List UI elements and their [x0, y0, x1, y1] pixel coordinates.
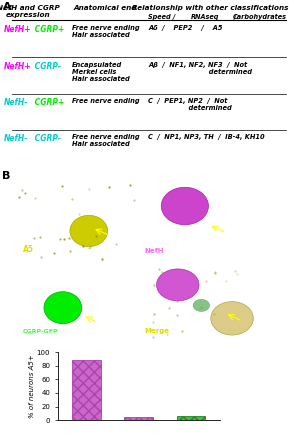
Y-axis label: % of neurons A5+: % of neurons A5+ — [29, 354, 35, 418]
Text: CGRP-GFP: CGRP-GFP — [23, 329, 58, 334]
Ellipse shape — [193, 299, 210, 312]
Text: CGRP-: CGRP- — [32, 134, 60, 143]
Text: Encapsulated
Merkel cells
Hair associated: Encapsulated Merkel cells Hair associate… — [72, 62, 130, 82]
Text: NefH+: NefH+ — [4, 25, 32, 34]
Text: CGRP-: CGRP- — [32, 62, 60, 71]
Text: C  /  NP1, NP3, TH  /  IB-4, KH10: C / NP1, NP3, TH / IB-4, KH10 — [148, 134, 265, 140]
Text: Carbohydrates: Carbohydrates — [233, 14, 287, 20]
Text: RNAseq: RNAseq — [191, 14, 219, 20]
Text: NefH-: NefH- — [4, 98, 28, 107]
Ellipse shape — [211, 301, 253, 335]
Bar — [177, 416, 205, 420]
Bar — [72, 360, 101, 420]
Ellipse shape — [44, 292, 82, 324]
Text: NefH+: NefH+ — [4, 62, 32, 71]
Text: CGRP+: CGRP+ — [32, 25, 64, 34]
Text: C  /  PEP1, NP2  /  Not
                  determined: C / PEP1, NP2 / Not determined — [148, 98, 232, 111]
Text: Speed /: Speed / — [148, 14, 176, 20]
Ellipse shape — [157, 269, 199, 301]
Text: Anatomical end: Anatomical end — [73, 5, 137, 11]
Text: Relationship with other classifications: Relationship with other classifications — [132, 5, 288, 11]
Text: NefH and CGRP
expression: NefH and CGRP expression — [0, 5, 60, 18]
Text: B: B — [2, 171, 10, 181]
Text: Aδ  /    PEP2    /    A5: Aδ / PEP2 / A5 — [148, 25, 223, 31]
Text: Free nerve ending: Free nerve ending — [72, 98, 140, 104]
Text: A5: A5 — [23, 246, 34, 254]
Text: CGRP+: CGRP+ — [32, 98, 64, 107]
Text: NefH-: NefH- — [4, 134, 28, 143]
Text: /: / — [234, 14, 236, 20]
Ellipse shape — [161, 187, 208, 225]
Text: Aβ  /  NF1, NF2, NF3  /  Not
                           determined: Aβ / NF1, NF2, NF3 / Not determined — [148, 62, 252, 75]
Text: A: A — [3, 2, 12, 12]
Text: 20μm: 20μm — [83, 248, 99, 253]
Text: Free nerve ending
Hair associated: Free nerve ending Hair associated — [72, 25, 140, 38]
Text: NefH: NefH — [145, 248, 164, 254]
Text: Merge: Merge — [145, 327, 170, 334]
Ellipse shape — [70, 215, 108, 246]
Bar — [124, 417, 153, 420]
Text: Free nerve ending
Hair associated: Free nerve ending Hair associated — [72, 134, 140, 147]
